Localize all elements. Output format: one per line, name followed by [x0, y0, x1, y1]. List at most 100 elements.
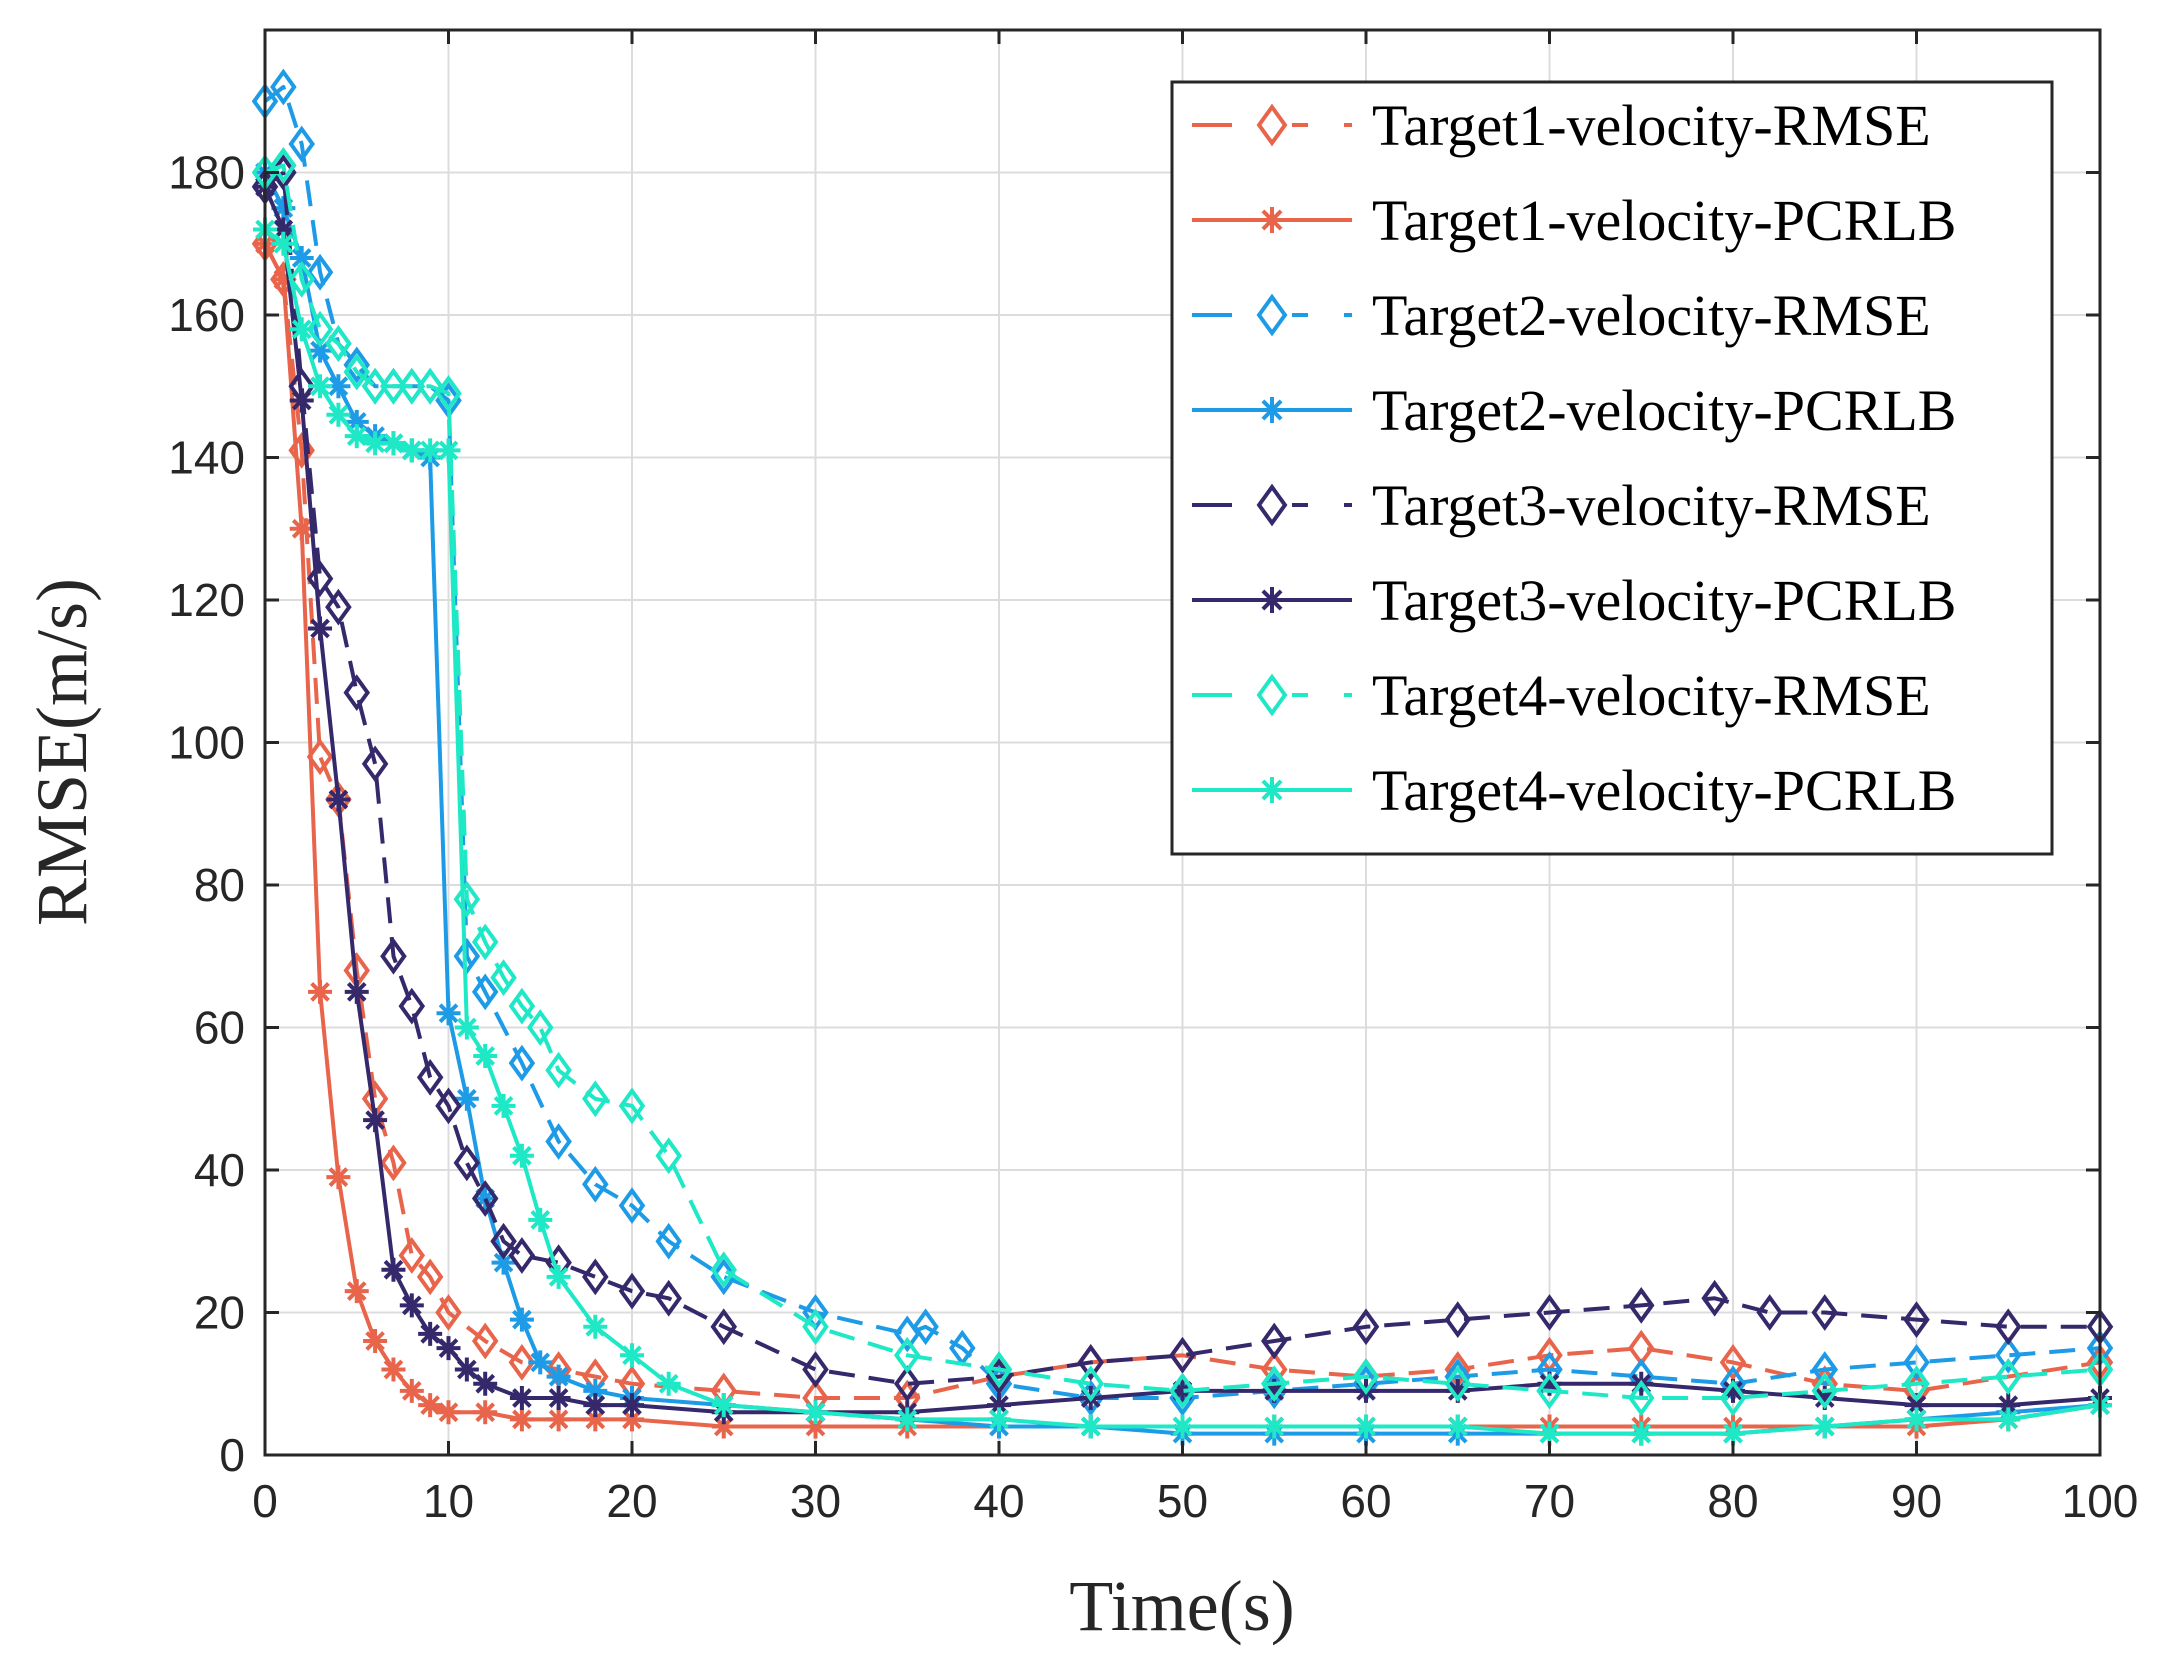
x-tick-label: 100	[2062, 1475, 2139, 1527]
data-point	[1077, 1365, 1105, 1403]
legend-label: Target3-velocity-PCRLB	[1372, 568, 1956, 633]
legend-label: Target3-velocity-RMSE	[1372, 473, 1931, 538]
legend-label: Target1-velocity-RMSE	[1372, 93, 1931, 158]
legend-marker	[1259, 397, 1285, 423]
legend-entry: Target4-velocity-PCRLB	[1192, 758, 1956, 823]
data-point	[1719, 1343, 1747, 1381]
data-point	[528, 1207, 553, 1232]
data-point	[380, 367, 407, 405]
data-point	[620, 1393, 644, 1418]
data-point	[987, 1407, 1011, 1432]
data-point	[271, 231, 296, 256]
data-point	[416, 1258, 444, 1296]
legend-marker	[1259, 587, 1285, 613]
data-point	[271, 217, 296, 242]
data-point	[289, 317, 314, 342]
data-point	[912, 1308, 939, 1346]
y-tick-label: 180	[168, 147, 245, 199]
data-point	[711, 1393, 736, 1418]
data-point	[582, 1080, 609, 1118]
data-point	[473, 1371, 498, 1396]
data-point	[418, 438, 443, 463]
legend-entry: Target1-velocity-PCRLB	[1192, 188, 1956, 253]
x-tick-label: 40	[973, 1475, 1024, 1527]
data-point	[1721, 1421, 1745, 1446]
data-point	[343, 674, 371, 712]
data-point	[710, 1308, 738, 1346]
data-point	[380, 1144, 407, 1182]
series-Target4-velocity-RMSE	[251, 146, 2114, 1417]
series-line	[263, 242, 2101, 1429]
data-point	[435, 1087, 462, 1125]
legend-entry: Target3-velocity-RMSE	[1192, 473, 1931, 538]
data-point	[545, 1051, 572, 1089]
y-tick-label: 140	[168, 432, 245, 484]
data-point	[1170, 1414, 1195, 1439]
data-point	[1262, 1414, 1287, 1439]
legend-marker	[1259, 207, 1285, 233]
y-tick-label: 40	[194, 1144, 245, 1196]
legend-marker	[1256, 483, 1288, 527]
series-line	[264, 163, 2101, 1400]
data-point	[1629, 1421, 1654, 1446]
legend-marker	[1256, 103, 1288, 147]
data-point	[363, 1329, 388, 1353]
data-point	[326, 402, 351, 427]
data-point	[893, 1336, 921, 1374]
axis-ticks: 0 10 20 30 40 50 60 70 80 90 100 0 20 40 60 80 100 120 140…	[168, 30, 2138, 1527]
data-point	[418, 1393, 443, 1418]
data-point	[325, 588, 352, 626]
data-point	[453, 880, 481, 918]
y-tick-label: 160	[168, 289, 245, 341]
data-point	[1352, 1358, 1380, 1396]
data-point	[1903, 1343, 1930, 1381]
legend-box	[1170, 80, 2054, 856]
data-point	[582, 1165, 609, 1203]
data-point	[655, 1137, 682, 1175]
data-point	[711, 1414, 736, 1439]
data-point	[380, 937, 407, 975]
data-point	[802, 1308, 829, 1346]
data-point	[490, 959, 517, 997]
data-point	[1260, 1322, 1288, 1360]
data-point	[381, 431, 406, 456]
x-tick-label: 90	[1891, 1475, 1942, 1527]
data-point	[418, 1321, 443, 1346]
data-point	[306, 738, 334, 776]
data-point	[1627, 1379, 1655, 1417]
data-point	[1994, 1308, 2022, 1346]
data-point	[1078, 1414, 1103, 1439]
x-tick-label: 0	[252, 1475, 278, 1527]
data-point	[508, 987, 536, 1025]
x-tick-label: 50	[1157, 1475, 1208, 1527]
legend-label: Target2-velocity-RMSE	[1372, 283, 1931, 348]
data-point	[655, 1222, 682, 1260]
data-point	[473, 1400, 498, 1425]
data-point	[618, 1187, 646, 1225]
data-point	[436, 438, 461, 463]
legend-entry: Target3-velocity-PCRLB	[1192, 568, 1956, 633]
data-point	[802, 1351, 829, 1388]
legend-label: Target4-velocity-PCRLB	[1372, 758, 1956, 823]
data-point	[1354, 1414, 1378, 1439]
data-point	[1811, 1351, 1839, 1388]
data-point	[416, 367, 444, 405]
data-point	[344, 424, 369, 449]
data-point	[343, 353, 371, 391]
data-point	[1352, 1308, 1380, 1346]
data-point	[491, 1093, 516, 1118]
data-point	[1077, 1343, 1105, 1381]
data-point	[343, 346, 371, 384]
data-point	[1701, 1279, 1728, 1317]
data-point	[656, 1371, 681, 1396]
data-point	[308, 979, 333, 1004]
x-tick-label: 20	[606, 1475, 657, 1527]
legend-marker	[1259, 777, 1285, 803]
legend: Target1-velocity-RMSE Target1-velocity-PC…	[1170, 80, 2054, 856]
data-point	[289, 516, 314, 541]
data-point	[326, 787, 351, 812]
data-point	[398, 987, 426, 1025]
data-point	[306, 310, 334, 348]
data-point	[454, 1015, 479, 1040]
